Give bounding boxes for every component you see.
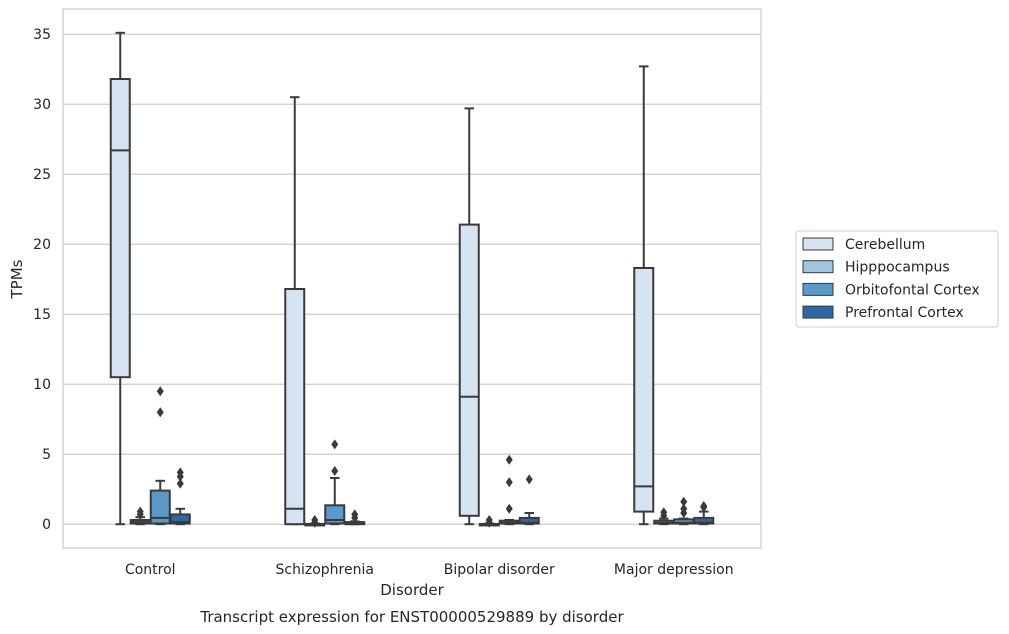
box (109, 78, 131, 379)
outlier-point (700, 501, 708, 511)
outlier-point (351, 509, 359, 520)
legend-swatch (802, 282, 834, 296)
x-tick-label: Control (125, 562, 176, 578)
outlier-point (136, 506, 144, 517)
outlier-point (176, 478, 184, 489)
series-group (169, 467, 715, 526)
x-tick-label: Bipolar disorder (444, 562, 555, 578)
box (284, 288, 306, 526)
legend-swatch (802, 305, 834, 319)
box (149, 489, 171, 525)
outlier-point (505, 503, 513, 514)
box (458, 223, 480, 517)
box (324, 504, 346, 525)
box (633, 267, 655, 513)
y-tick-labels: 0 5 10 15 20 25 30 35 (33, 27, 51, 533)
legend-label: Hipppocampus (845, 260, 950, 276)
series-group (129, 506, 675, 528)
legend-swatch (802, 260, 834, 274)
outlier-point (680, 496, 688, 507)
legend-label: Prefrontal Cortex (845, 305, 964, 321)
y-tick-label: 10 (33, 377, 51, 393)
outlier-point (331, 439, 339, 450)
gridlines (63, 33, 761, 525)
outlier-point (505, 477, 513, 488)
y-tick-label: 35 (33, 27, 51, 43)
legend-frame (795, 230, 999, 328)
outlier-point (660, 507, 668, 518)
series-group (149, 386, 695, 526)
x-axis-label: Disorder (380, 581, 444, 599)
y-tick-label: 20 (33, 237, 51, 253)
outlier-point (485, 515, 493, 525)
chart-caption: Transcript expression for ENST0000052988… (199, 608, 624, 626)
y-axis-label: TPMs (8, 259, 26, 299)
legend-swatch (802, 237, 834, 251)
series-group (109, 31, 655, 526)
outlier-point (331, 466, 339, 476)
legend-label: Orbitofontal Cortex (845, 282, 980, 298)
legend-label: Cerebellum (845, 237, 925, 253)
y-tick-label: 30 (33, 97, 51, 113)
x-tick-label: Major depression (614, 562, 734, 578)
outlier-point (680, 503, 688, 514)
plot-area-frame (62, 8, 762, 549)
outlier-point (176, 467, 184, 478)
outlier-point (156, 386, 164, 397)
x-tick-labels: Control Schizophrenia Bipolar disorder Majo… (125, 562, 734, 578)
y-tick-label: 5 (42, 447, 51, 463)
outlier-point (156, 407, 164, 418)
y-tick-label: 0 (42, 517, 51, 533)
box-series (109, 31, 715, 528)
outlier-point (505, 454, 513, 465)
outlier-point (525, 474, 533, 485)
y-tick-label: 25 (33, 167, 51, 183)
box (169, 513, 191, 525)
outlier-point (311, 515, 319, 525)
y-tick-label: 15 (33, 307, 51, 323)
legend: Cerebellum Hipppocampus Orbitofontal Corte… (795, 230, 999, 328)
x-tick-label: Schizophrenia (276, 562, 374, 578)
